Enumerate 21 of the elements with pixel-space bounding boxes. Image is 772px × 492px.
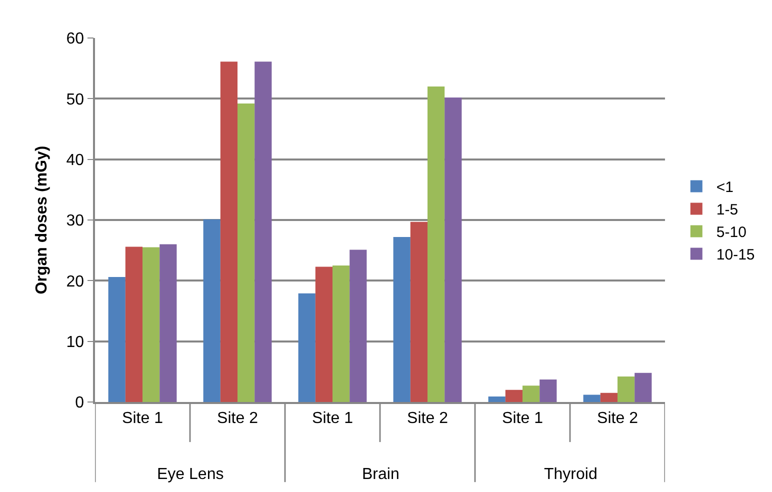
y-tick-label: 0 (75, 394, 84, 412)
y-tick-label: 30 (66, 212, 84, 230)
x-tick-label: Site 1 (122, 410, 164, 427)
x-tick-label: Site 2 (407, 410, 448, 427)
legend-label: 1-5 (716, 202, 738, 219)
legend-label: 5-10 (716, 224, 746, 242)
text: Brain (362, 466, 400, 483)
y-tick-label: 10 (66, 334, 84, 351)
y-tick-label: 50 (66, 91, 84, 108)
text: Eye Lens (157, 466, 224, 483)
x-tick-label: Site 2 (217, 410, 258, 427)
x-tick-label: Site 2 (597, 410, 638, 427)
legend-label: <1 (716, 179, 734, 196)
y-tick-label: 60 (66, 30, 84, 48)
legend-label: 10-15 (716, 246, 755, 264)
y-tick-label: 20 (66, 273, 84, 290)
x-tick-label: Site 1 (312, 410, 354, 427)
y-axis-title: Organ doses (mGy) (34, 146, 51, 294)
text: Thyroid (544, 466, 598, 483)
y-tick-label: 40 (66, 152, 84, 169)
x-tick-label: Site 1 (502, 410, 544, 427)
